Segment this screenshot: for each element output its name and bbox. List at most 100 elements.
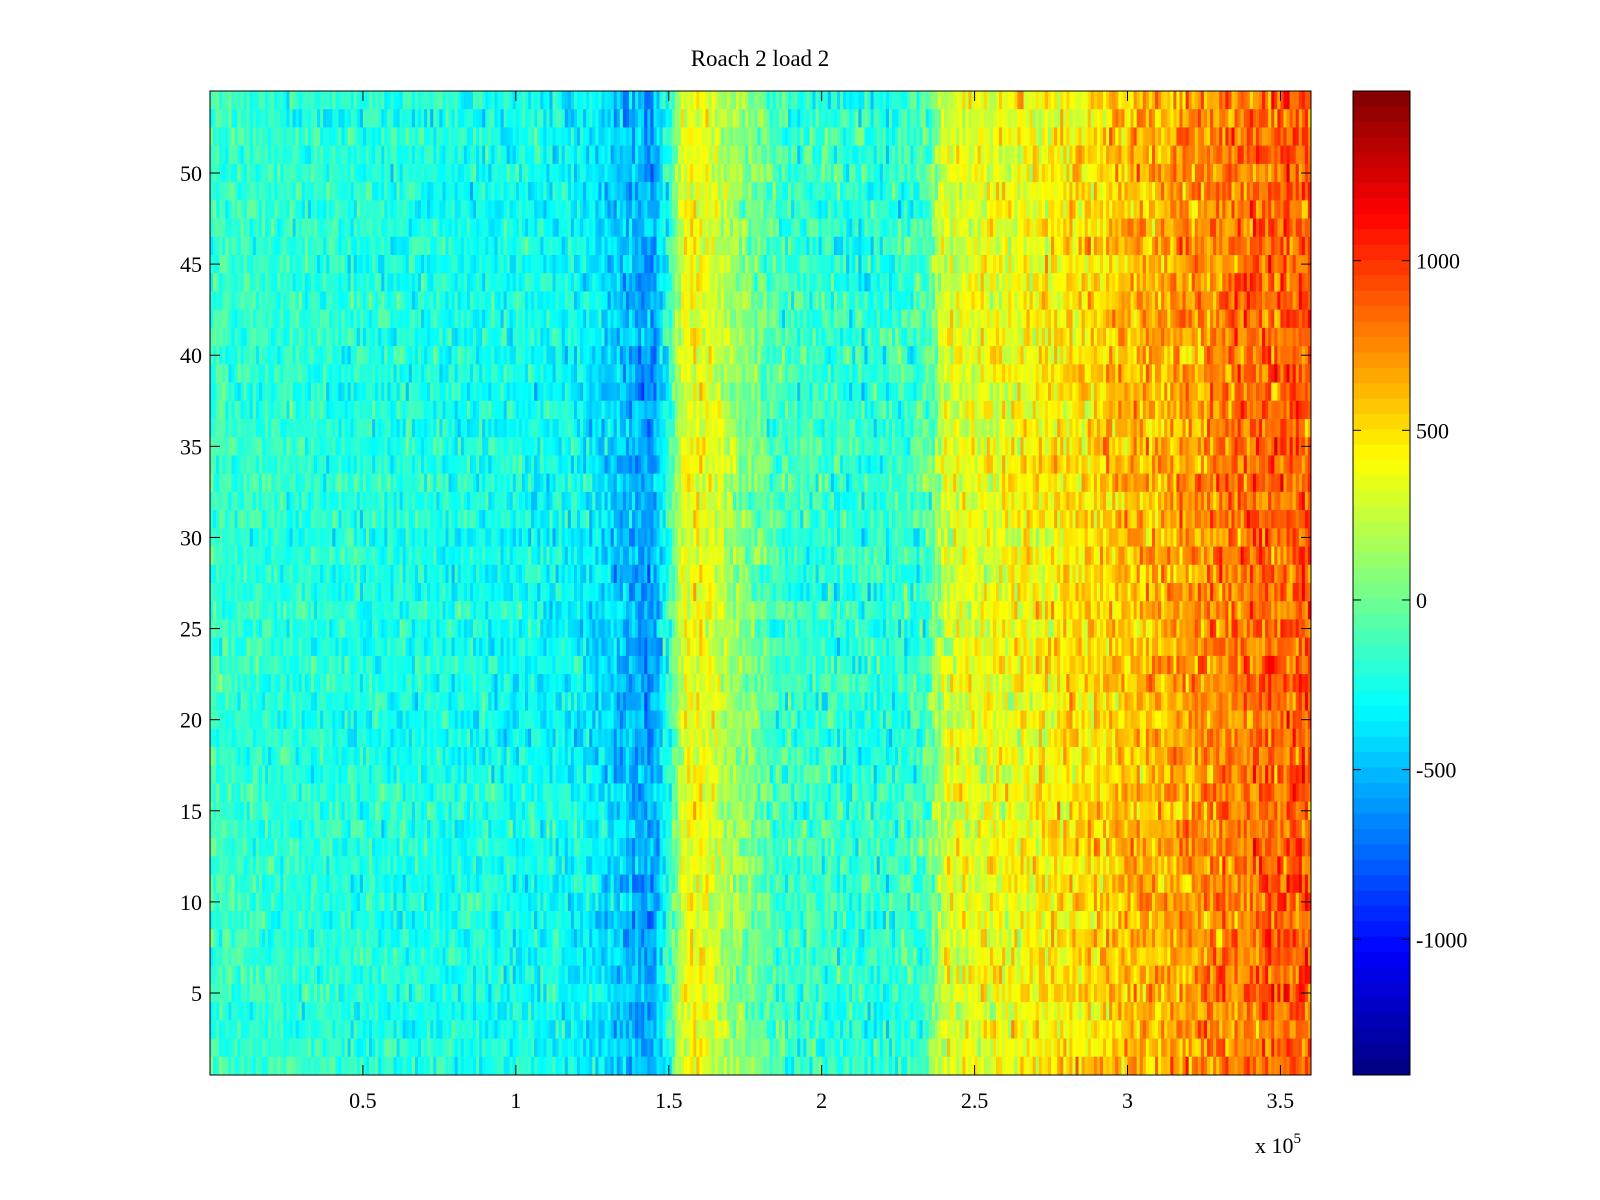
heatmap-cell [962,309,966,329]
heatmap-cell [1118,309,1122,329]
heatmap-cell [463,327,468,347]
heatmap-cell [1041,291,1046,311]
heatmap-cell [313,127,318,147]
heatmap-cell [1072,273,1076,292]
heatmap-cell [1210,309,1214,329]
heatmap-cell [867,182,871,201]
heatmap-cell [1011,91,1015,110]
heatmap-cell [225,91,229,110]
heatmap-cell [748,127,752,147]
heatmap-cell [393,182,397,201]
heatmap-cell [1289,255,1294,274]
heatmap-cell [567,145,572,165]
heatmap-cell [971,255,975,274]
heatmap-cell [925,218,930,238]
heatmap-cell [466,255,471,274]
heatmap-cell [1265,291,1269,311]
heatmap-cell [1099,273,1104,292]
heatmap-cell [1124,182,1128,201]
heatmap-cell [1133,91,1138,110]
heatmap-cell [940,200,945,219]
heatmap-cell [959,145,963,165]
heatmap-cell [833,291,838,311]
heatmap-cell [243,327,248,347]
heatmap-cell [882,109,887,128]
heatmap-cell [650,91,654,110]
heatmap-cell [356,218,361,238]
heatmap-cell [1200,273,1205,292]
heatmap-cell [497,127,501,147]
chart-title: Roach 2 load 2 [691,46,830,71]
heatmap-cell [228,309,232,329]
heatmap-cell [1161,163,1165,183]
heatmap-cell [705,145,709,165]
heatmap-cell [849,145,853,165]
heatmap-cell [280,145,284,165]
heatmap-cell [980,91,985,110]
heatmap-cell [806,218,810,238]
heatmap-cell [610,200,615,219]
heatmap-cell [665,200,670,219]
heatmap-cell [815,273,820,292]
heatmap-cell [237,109,241,128]
heatmap-cell [414,218,419,238]
heatmap-cell [387,145,391,165]
heatmap-cell [974,91,979,110]
heatmap-cell [1161,91,1165,110]
heatmap-cell [430,91,434,110]
heatmap-cell [289,236,293,256]
heatmap-cell [732,309,737,329]
heatmap-cell [1219,309,1223,329]
heatmap-cell [876,145,881,165]
heatmap-cell [1271,273,1275,292]
heatmap-cell [598,327,602,347]
heatmap-cell [411,291,416,311]
heatmap-cell [1096,327,1101,347]
heatmap-cell [937,127,942,147]
heatmap-cell [1228,309,1232,329]
heatmap-cell [488,218,492,238]
heatmap-cell [1203,109,1208,128]
heatmap-cell [1170,327,1174,347]
heatmap-cell [788,273,792,292]
heatmap-cell [971,218,975,238]
heatmap-cell [775,163,780,183]
heatmap-cell [265,127,269,147]
heatmap-cell [702,127,706,147]
heatmap-cell [916,309,920,329]
heatmap-cell [1115,145,1119,165]
heatmap-cell [332,91,336,110]
heatmap-cell [1182,163,1187,183]
heatmap-cell [338,218,342,238]
heatmap-cell [1164,218,1168,238]
heatmap-cell [1075,255,1079,274]
heatmap-cell [411,236,416,256]
heatmap-cell [610,182,615,201]
heatmap-cell [460,163,465,183]
heatmap-cell [1054,127,1058,147]
heatmap-cell [436,291,440,311]
heatmap-cell [622,127,627,147]
heatmap-cell [1081,327,1086,347]
heatmap-cell [1051,327,1055,347]
heatmap-cell [1026,200,1031,219]
heatmap-cell [784,127,789,147]
heatmap-cell [430,218,434,238]
heatmap-cell [656,327,660,347]
heatmap-cell [705,291,709,311]
heatmap-cell [1063,255,1067,274]
heatmap-cell [864,145,868,165]
heatmap-cell [885,91,890,110]
heatmap-cell [803,145,807,165]
heatmap-cell [846,273,850,292]
heatmap-cell [1035,109,1040,128]
heatmap-cell [628,273,633,292]
heatmap-cell [956,255,960,274]
heatmap-cell [381,145,385,165]
heatmap-cell [674,145,679,165]
heatmap-cell [1191,127,1196,147]
heatmap-cell [619,273,624,292]
heatmap-cell [855,91,859,110]
heatmap-cell [1280,291,1284,311]
heatmap-cell [286,291,290,311]
